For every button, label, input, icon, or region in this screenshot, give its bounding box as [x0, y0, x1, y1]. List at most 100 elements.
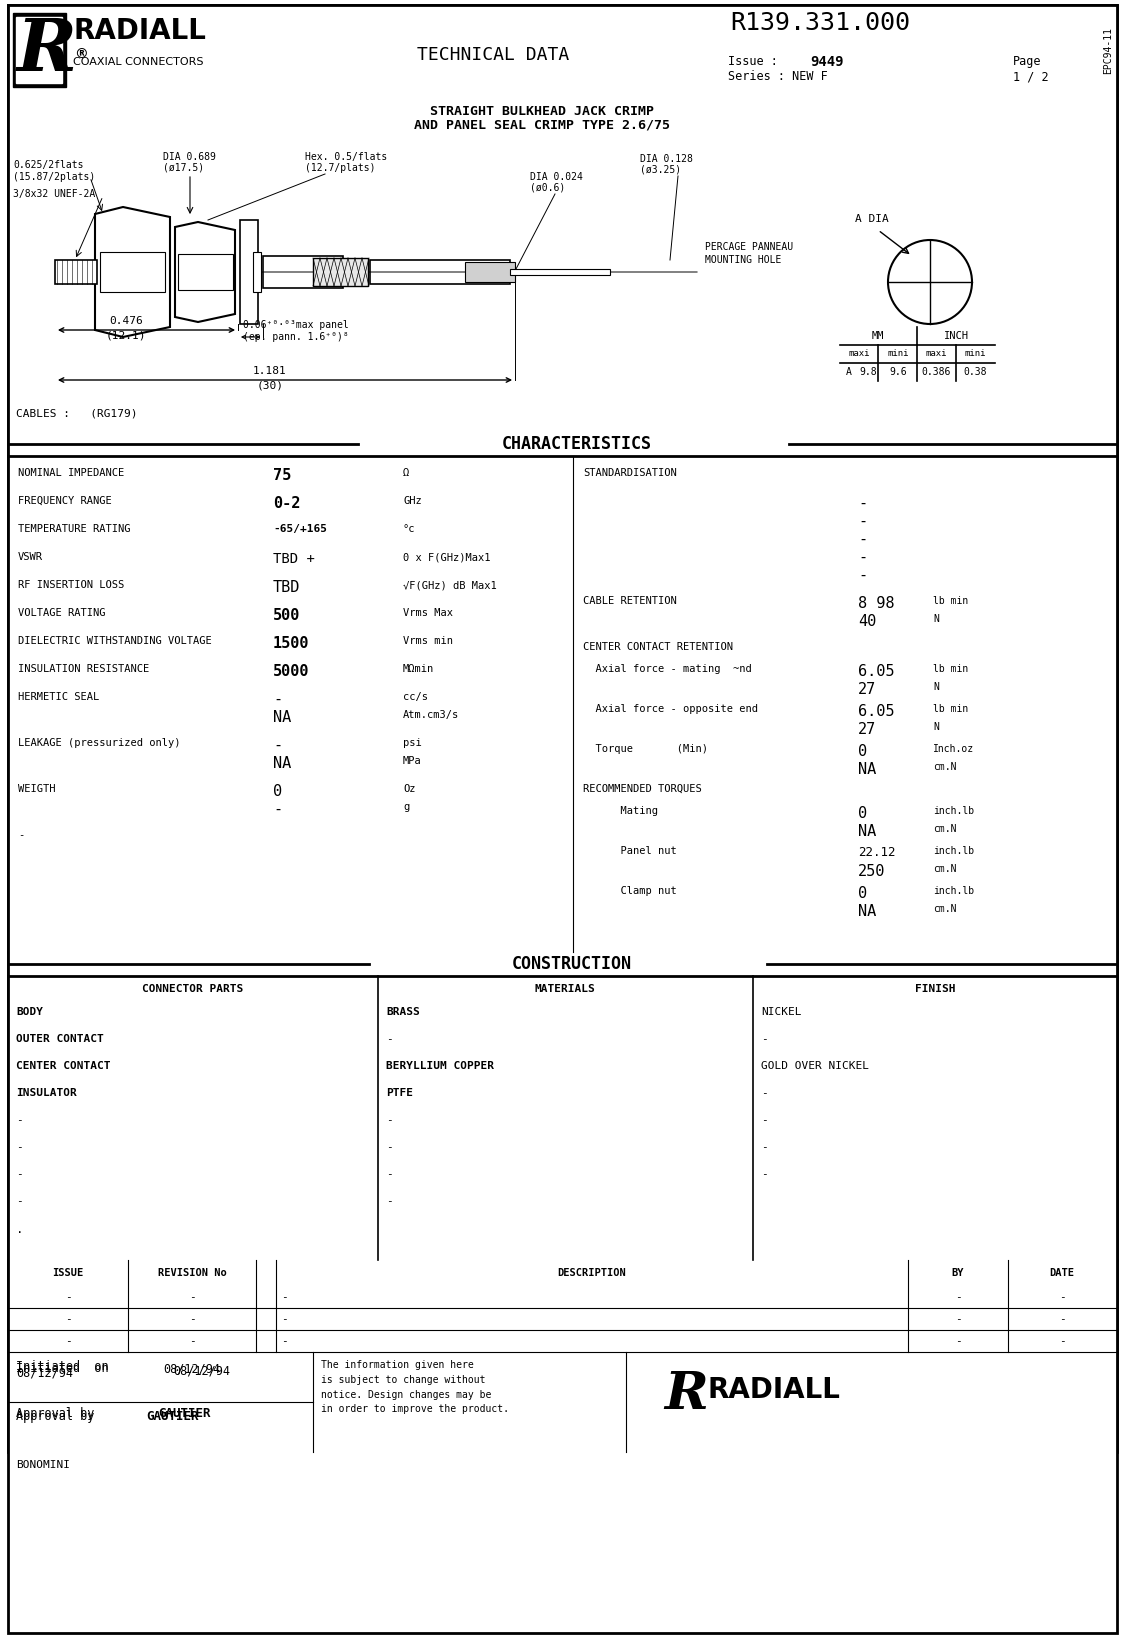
Text: .: . [16, 1224, 24, 1237]
Text: 08/12/94: 08/12/94 [163, 1363, 221, 1374]
Text: COAXIAL CONNECTORS: COAXIAL CONNECTORS [73, 57, 204, 67]
Text: 1 / 2: 1 / 2 [1012, 70, 1048, 84]
Bar [1100, 5, 1117, 95]
Bar [8, 952, 1117, 1260]
Text: BODY: BODY [16, 1007, 43, 1017]
Text: RECOMMENDED TORQUES: RECOMMENDED TORQUES [583, 785, 702, 794]
Text: -: - [64, 1337, 71, 1346]
Text: CONSTRUCTION: CONSTRUCTION [512, 955, 632, 973]
Text: -: - [281, 1337, 288, 1346]
Text: -: - [858, 496, 867, 511]
Bar [840, 328, 994, 382]
Text: -: - [18, 830, 25, 840]
Text: 1500: 1500 [273, 636, 309, 650]
Text: -65/+165: -65/+165 [273, 524, 327, 534]
Text: mini: mini [964, 349, 986, 359]
Text: maxi: maxi [848, 349, 870, 359]
Text: Mating: Mating [583, 806, 658, 816]
Text: 250: 250 [858, 863, 885, 880]
Text: Initiated  on: Initiated on [16, 1363, 109, 1374]
Text: NICKEL: NICKEL [760, 1007, 801, 1017]
Text: N: N [933, 614, 939, 624]
Text: 500: 500 [273, 608, 300, 622]
Text: NA: NA [273, 709, 291, 726]
Text: VSWR: VSWR [18, 552, 43, 562]
Text: TBD: TBD [273, 580, 300, 595]
Text: DIA 0.128: DIA 0.128 [640, 154, 693, 164]
Text: DESCRIPTION: DESCRIPTION [558, 1268, 627, 1278]
Text: CHARACTERISTICS: CHARACTERISTICS [502, 436, 652, 454]
Text: (12.7/plats): (12.7/plats) [305, 164, 376, 174]
Text: ISSUE: ISSUE [53, 1268, 83, 1278]
Text: NA: NA [858, 762, 876, 776]
Text: maxi: maxi [925, 349, 947, 359]
Text: TECHNICAL DATA: TECHNICAL DATA [417, 46, 569, 64]
Text: WEIGTH: WEIGTH [18, 785, 55, 794]
Bar [8, 133, 1117, 431]
Text: -: - [955, 1314, 962, 1324]
Text: BY: BY [952, 1268, 964, 1278]
Text: cm.N: cm.N [933, 863, 956, 875]
Text: -: - [858, 514, 867, 529]
Text: -: - [386, 1115, 393, 1125]
Text: A DIA: A DIA [855, 215, 889, 224]
Text: -: - [273, 739, 282, 753]
Text: GAUTIER: GAUTIER [146, 1410, 198, 1423]
Text: -: - [858, 532, 867, 547]
Text: 9.6: 9.6 [889, 367, 907, 377]
Text: (12.1): (12.1) [106, 329, 146, 341]
Text: Page: Page [1012, 56, 1042, 69]
Text: MM: MM [872, 331, 884, 341]
Text: MOUNTING HOLE: MOUNTING HOLE [705, 256, 782, 265]
Text: Inch.oz: Inch.oz [933, 744, 974, 753]
Text: (30): (30) [256, 380, 284, 390]
Text: -: - [189, 1314, 196, 1324]
Bar [1005, 51, 1107, 95]
Text: -: - [273, 803, 282, 817]
Text: REVISION No: REVISION No [158, 1268, 226, 1278]
Bar [253, 252, 261, 292]
Text: NOMINAL IMPEDANCE: NOMINAL IMPEDANCE [18, 468, 124, 478]
Text: 3/8x32 UNEF-2A: 3/8x32 UNEF-2A [14, 188, 96, 198]
Text: mini: mini [888, 349, 909, 359]
Text: √F(GHz) dB Max1: √F(GHz) dB Max1 [403, 580, 497, 590]
Text: -: - [760, 1115, 767, 1125]
Text: 0.625/2flats: 0.625/2flats [14, 161, 83, 170]
Text: (ø3.25): (ø3.25) [640, 165, 681, 175]
Text: RADIALL: RADIALL [74, 16, 207, 44]
Text: CENTER CONTACT RETENTION: CENTER CONTACT RETENTION [583, 642, 734, 652]
Text: inch.lb: inch.lb [933, 806, 974, 816]
Text: 0.38: 0.38 [963, 367, 987, 377]
Text: N: N [933, 681, 939, 691]
Text: DIELECTRIC WITHSTANDING VOLTAGE: DIELECTRIC WITHSTANDING VOLTAGE [18, 636, 211, 645]
Bar [100, 252, 165, 292]
Text: -: - [386, 1196, 393, 1206]
Text: inch.lb: inch.lb [933, 845, 974, 857]
Text: lb min: lb min [933, 596, 969, 606]
Text: 1.181: 1.181 [253, 365, 287, 377]
Text: STRAIGHT BULKHEAD JACK CRIMP: STRAIGHT BULKHEAD JACK CRIMP [430, 105, 654, 118]
Bar [8, 1260, 1117, 1351]
Text: TEMPERATURE RATING: TEMPERATURE RATING [18, 524, 130, 534]
Text: N: N [933, 722, 939, 732]
Text: -: - [281, 1292, 288, 1302]
Text: -: - [760, 1142, 767, 1152]
Text: CONNECTOR PARTS: CONNECTOR PARTS [143, 984, 244, 994]
Text: -: - [386, 1142, 393, 1152]
Polygon shape [14, 13, 66, 87]
Text: FREQUENCY RANGE: FREQUENCY RANGE [18, 496, 111, 506]
Bar [465, 262, 515, 282]
Text: -: - [1059, 1314, 1065, 1324]
Text: EPC94-11: EPC94-11 [1102, 26, 1113, 74]
Text: -: - [189, 1337, 196, 1346]
Text: MΩmin: MΩmin [403, 663, 434, 673]
Text: NA: NA [858, 904, 876, 919]
Text: °c: °c [403, 524, 415, 534]
Text: NA: NA [858, 824, 876, 839]
Text: cm.N: cm.N [933, 904, 956, 914]
Text: g: g [403, 803, 410, 812]
Text: -: - [16, 1142, 22, 1152]
Text: lb min: lb min [933, 704, 969, 714]
Bar [8, 1260, 1117, 1286]
Polygon shape [94, 206, 170, 337]
